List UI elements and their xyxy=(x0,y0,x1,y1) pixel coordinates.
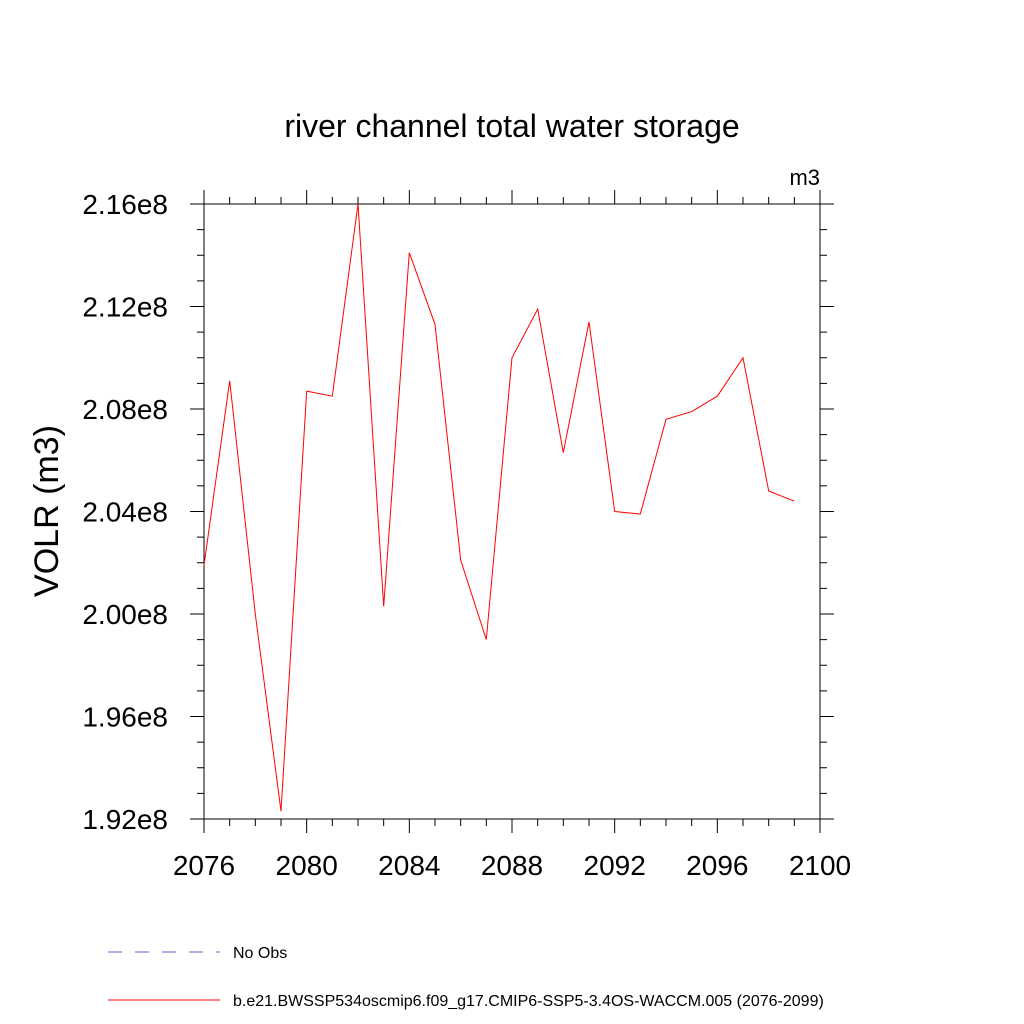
x-tick-label: 2084 xyxy=(378,850,440,881)
y-axis: 1.92e8 1.96e8 2.00e8 2.04e8 2.08e8 2.12e8 2.16… xyxy=(82,189,834,835)
axes xyxy=(203,203,821,820)
x-tick-label: 2080 xyxy=(276,850,338,881)
plot-frame xyxy=(203,203,821,820)
y-tick-label: 1.92e8 xyxy=(82,804,168,835)
plot-area xyxy=(203,203,795,812)
y-axis-label: VOLR (m3) xyxy=(28,425,66,597)
legend-label-no-obs: No Obs xyxy=(233,945,287,962)
x-tick-label: 2076 xyxy=(173,850,235,881)
x-tick-label: 2100 xyxy=(789,850,851,881)
x-tick-label: 2096 xyxy=(686,850,748,881)
y-tick-label: 1.96e8 xyxy=(82,702,168,733)
units-label: m3 xyxy=(789,165,820,190)
y-tick-label: 2.08e8 xyxy=(82,394,168,425)
y-tick-label: 2.12e8 xyxy=(82,292,168,323)
y-tick-label: 2.04e8 xyxy=(82,497,168,528)
series-line-0 xyxy=(203,203,795,812)
x-axis: 2076 2080 2084 2088 2092 2096 2100 xyxy=(173,190,851,881)
legend: No Obs b.e21.BWSSP534oscmip6.f09_g17.CMI… xyxy=(108,945,824,1010)
y-tick-label: 2.00e8 xyxy=(82,599,168,630)
x-tick-label: 2088 xyxy=(481,850,543,881)
legend-label-model-run: b.e21.BWSSP534oscmip6.f09_g17.CMIP6-SSP5… xyxy=(233,993,824,1010)
chart-title: river channel total water storage xyxy=(284,108,739,144)
x-tick-label: 2092 xyxy=(584,850,646,881)
y-tick-label: 2.16e8 xyxy=(82,189,168,220)
